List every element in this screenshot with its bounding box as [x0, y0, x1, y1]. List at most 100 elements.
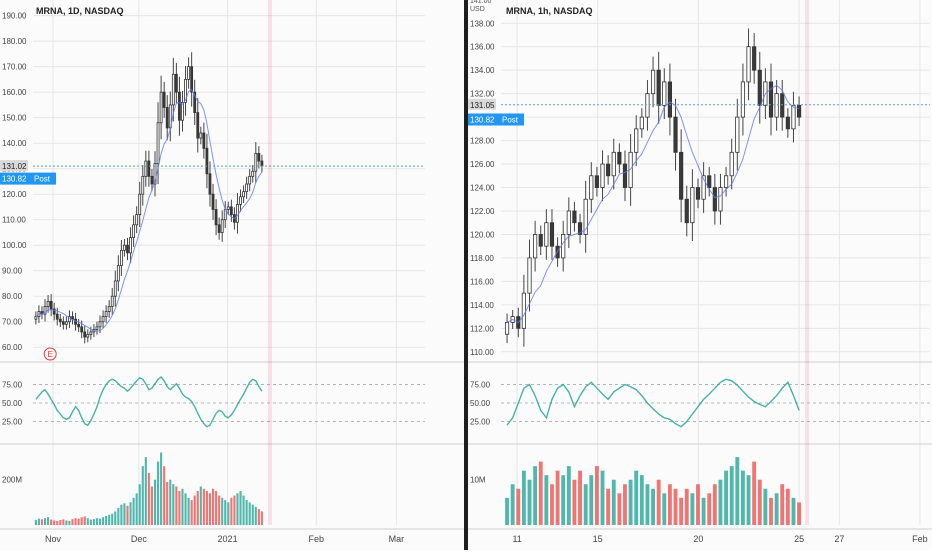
- volume-bar: [245, 500, 248, 525]
- volume-bar: [218, 495, 221, 525]
- candle: [77, 323, 81, 328]
- volume-bar: [202, 488, 205, 525]
- candle: [46, 300, 50, 307]
- candle: [746, 46, 751, 83]
- volume-bar: [505, 497, 509, 525]
- volume-tick-label: 200M: [2, 476, 22, 485]
- candle: [667, 81, 672, 118]
- candle: [229, 206, 233, 216]
- last-price-label: 131.02: [2, 162, 27, 171]
- volume-bar: [53, 520, 56, 525]
- price-tick-label: 110.00: [2, 216, 26, 225]
- candle: [83, 331, 87, 338]
- volume-bar: [132, 497, 135, 525]
- osc-tick-label: 50.00: [470, 399, 491, 408]
- candle: [162, 91, 166, 108]
- time-tick-label: 11: [512, 534, 521, 544]
- volume-bar: [233, 495, 236, 525]
- price-tick-label: 112.00: [470, 324, 494, 333]
- volume-bar: [712, 484, 717, 525]
- candle: [617, 151, 622, 165]
- volume-bar: [68, 520, 71, 525]
- volume-bar: [187, 497, 190, 525]
- candle: [199, 132, 203, 139]
- candle: [43, 306, 47, 315]
- volume-bar: [199, 486, 202, 525]
- candle: [220, 219, 224, 233]
- volume-bar: [561, 475, 566, 525]
- price-tick-label: 134.00: [470, 66, 495, 75]
- price-tick-label: 160.00: [2, 88, 27, 97]
- volume-bar: [120, 504, 123, 525]
- price-tick-label: 90.00: [2, 267, 23, 276]
- candle: [147, 160, 151, 177]
- volume-bar: [774, 493, 779, 525]
- volume-bar: [611, 479, 616, 525]
- price-tick-label: 120.00: [470, 230, 495, 239]
- candle: [165, 107, 169, 129]
- volume-bar: [729, 466, 734, 525]
- chart-title: MRNA, 1h, NASDAQ: [506, 6, 593, 16]
- volume-bar: [50, 519, 53, 525]
- candle: [178, 91, 181, 121]
- volume-bar: [56, 520, 59, 525]
- candle: [144, 160, 148, 177]
- volume-bar: [707, 493, 712, 525]
- candle: [622, 163, 628, 188]
- candle: [780, 93, 785, 118]
- panel-background: [0, 0, 464, 550]
- volume-bar: [114, 511, 117, 525]
- candle: [68, 316, 71, 323]
- candle: [589, 175, 594, 200]
- volume-bar: [95, 518, 99, 525]
- volume-bar: [129, 502, 132, 525]
- volume-bar: [701, 497, 706, 525]
- volume-bar: [248, 502, 251, 525]
- price-axis[interactable]: [468, 0, 932, 550]
- last-price-tag: [468, 98, 496, 110]
- candle: [606, 163, 611, 177]
- volume-bar: [83, 516, 86, 525]
- candle: [217, 224, 221, 233]
- osc-tick-label: 75.00: [2, 381, 23, 390]
- candle: [211, 193, 215, 210]
- panel-divider[interactable]: [464, 0, 468, 550]
- candle: [49, 300, 53, 310]
- chart-panel-1[interactable]: 190.00 180.00 170.00 160.00 150.00 140.00 130.…: [0, 0, 464, 550]
- candle: [690, 187, 695, 224]
- chart-panel-2[interactable]: 138.00136.00134.00132.00130.00128.00126.…: [468, 0, 932, 550]
- volume-bar: [673, 488, 678, 525]
- candle: [184, 79, 187, 103]
- candle: [135, 214, 139, 226]
- volume-bar: [211, 488, 215, 525]
- volume-bar: [785, 488, 790, 525]
- volume-bar: [583, 484, 588, 525]
- volume-bar: [791, 497, 796, 525]
- candle: [208, 173, 212, 195]
- candle: [583, 198, 588, 235]
- volume-bar: [144, 457, 147, 525]
- candle: [684, 198, 689, 224]
- candle: [89, 331, 93, 335]
- price-tick-label: 150.00: [2, 114, 27, 123]
- volume-bar: [123, 503, 126, 525]
- price-tick-label: 180.00: [2, 37, 27, 46]
- candle: [527, 257, 532, 294]
- candle: [119, 249, 123, 267]
- earnings-icon[interactable]: [43, 347, 57, 361]
- volume-bar: [679, 497, 684, 525]
- candle: [729, 151, 734, 177]
- osc-tick-label: 75.00: [470, 381, 491, 390]
- volume-bar: [147, 472, 150, 525]
- candle: [61, 321, 65, 325]
- volume-bar: [34, 520, 37, 525]
- price-axis[interactable]: [0, 0, 464, 550]
- volume-bar: [718, 479, 723, 525]
- volume-bar: [239, 491, 242, 525]
- volume-bar: [251, 504, 254, 525]
- price-tick-label: 100.00: [2, 241, 27, 250]
- candle: [639, 116, 644, 130]
- volume-bar: [181, 488, 184, 525]
- volume-bar: [606, 488, 611, 525]
